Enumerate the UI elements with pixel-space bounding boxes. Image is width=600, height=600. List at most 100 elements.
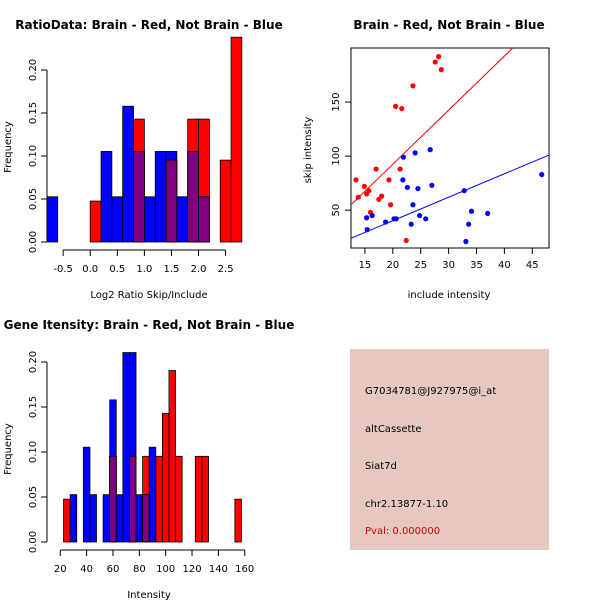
intensity-x-tick-label: 60 — [107, 564, 120, 575]
scatter-point-brain — [410, 83, 416, 89]
ratio-x-axis-label: Log2 Ratio Skip/Include — [90, 290, 207, 301]
intensity-histogram-panel: Gene Itensity: Brain - Red, Not Brain - … — [3, 318, 294, 600]
intensity-y-tick-label: 0.15 — [28, 396, 39, 418]
intensity-y-axis-label: Frequency — [3, 423, 14, 475]
scatter-x-tick-label: 20 — [386, 260, 399, 271]
intensity-y-tick-label: 0.00 — [28, 531, 39, 553]
intensity-y-tick-label: 0.10 — [28, 441, 39, 463]
scatter-point-not-brain — [364, 227, 370, 233]
intensity-blue-bar — [115, 494, 124, 543]
ratio-x-tick-label: 1.5 — [164, 264, 180, 275]
scatter-x-tick-label: 35 — [470, 260, 483, 271]
ratio-y-tick-label: 0.05 — [28, 188, 39, 210]
intensity-y-tick-label: 0.05 — [28, 486, 39, 508]
intensity-x-tick-label: 100 — [156, 564, 175, 575]
ratio-x-tick-label: 0.5 — [109, 264, 125, 275]
scatter-fit-line-brain — [351, 48, 514, 206]
scatter-point-not-brain — [468, 208, 475, 214]
ratio-red-bar — [230, 36, 243, 243]
scatter-point-brain — [373, 166, 379, 172]
scatter-point-not-brain — [400, 154, 407, 160]
intensity-blue-bar — [122, 352, 130, 543]
intensity-red-bar — [234, 498, 242, 543]
intensity-red-bar — [63, 498, 71, 543]
intensity-y-tick-label: 0.20 — [28, 351, 39, 373]
scatter-point-not-brain — [393, 216, 399, 222]
intensity-red-bar — [155, 455, 163, 543]
intensity-red-bar — [168, 370, 176, 543]
ratio-overlap-bar — [165, 159, 178, 243]
scatter-fit-line-not-brain — [351, 154, 549, 239]
ratio-blue-bar — [143, 196, 156, 243]
intensity-x-tick-label: 80 — [133, 564, 146, 575]
scatter-point-brain — [393, 103, 399, 109]
scatter-point-not-brain — [410, 202, 416, 208]
scatter-x-axis-label: include intensity — [408, 290, 491, 301]
ratio-overlap-bar — [187, 151, 199, 243]
scatter-point-not-brain — [408, 221, 414, 227]
scatter-point-not-brain — [539, 171, 545, 178]
intensity-bars — [63, 352, 242, 543]
scatter-point-not-brain — [427, 147, 433, 153]
scatter-point-brain — [435, 54, 442, 60]
scatter-point-brain — [355, 194, 361, 200]
intensity-blue-bar — [69, 494, 78, 543]
scatter-point-not-brain — [423, 216, 429, 222]
scatter-point-not-brain — [463, 238, 469, 245]
intensity-x-axis-label: Intensity — [127, 590, 171, 600]
probe-id-text: G7034781@J927975@i_at — [365, 386, 497, 397]
scatter-points — [353, 54, 545, 245]
scatter-point-not-brain — [364, 215, 370, 221]
ratio-blue-bar — [122, 105, 134, 243]
scatter-point-not-brain — [382, 219, 389, 225]
ratio-y-tick-label: 0.15 — [28, 102, 39, 124]
scatter-point-not-brain — [404, 184, 410, 191]
intensity-overlap-bar — [109, 455, 117, 543]
scatter-x-tick-label: 25 — [414, 260, 427, 271]
scatter-point-not-brain — [429, 182, 435, 188]
scatter-point-brain — [353, 177, 359, 183]
scatter-chart-title: Brain - Red, Not Brain - Blue — [353, 18, 544, 32]
gene-name-text: Siat7d — [365, 461, 397, 472]
intensity-x-tick-label: 140 — [209, 564, 228, 575]
intensity-overlap-bar — [129, 455, 137, 543]
scatter-x-tick-label: 15 — [359, 260, 372, 271]
ratio-axes: 0.00 0.05 0.10 0.15 0.20 -0.5 0.0 0.5 1.0 1.5 2.0 2… — [28, 59, 234, 275]
intensity-blue-bar — [82, 446, 91, 543]
scatter-point-brain — [397, 166, 403, 172]
scatter-point-not-brain — [412, 150, 418, 156]
scatter-axes: 15 20 25 30 35 40 45 50 100 150 — [331, 47, 550, 271]
scatter-point-brain — [386, 177, 392, 183]
intensity-blue-bar — [89, 494, 97, 543]
ratio-x-tick-label: 1.0 — [136, 264, 152, 275]
scatter-y-axis-label: skip intensity — [303, 117, 314, 184]
ratio-red-bar — [219, 159, 232, 243]
ratio-x-tick-label: -0.5 — [53, 264, 73, 275]
scatter-point-brain — [403, 237, 409, 244]
intensity-blue-bar — [102, 494, 111, 543]
intensity-red-bar — [175, 455, 183, 543]
scatter-point-brain — [379, 193, 385, 199]
ratio-blue-bar — [111, 196, 124, 243]
scatter-point-brain — [399, 105, 405, 112]
ratio-overlap-bar — [133, 151, 145, 243]
scatter-y-tick-label: 50 — [331, 204, 342, 217]
scatter-point-brain — [438, 67, 444, 73]
ratio-chart-title: RatioData: Brain - Red, Not Brain - Blue — [15, 18, 282, 32]
scatter-x-tick-label: 45 — [526, 260, 539, 271]
scatter-plot-frame — [350, 47, 550, 249]
intensity-x-tick-label: 20 — [54, 564, 67, 575]
scatter-point-not-brain — [485, 210, 491, 217]
intensity-chart-title: Gene Itensity: Brain - Red, Not Brain - … — [4, 318, 295, 332]
scatter-point-not-brain — [417, 212, 423, 219]
ratio-y-tick-label: 0.10 — [28, 145, 39, 167]
scatter-point-brain — [432, 59, 438, 65]
scatter-point-not-brain — [466, 221, 472, 227]
ratio-overlap-bar — [198, 196, 210, 243]
ratio-blue-bar — [100, 151, 113, 243]
scatter-y-tick-label: 150 — [331, 93, 342, 112]
scatter-point-not-brain — [369, 212, 375, 219]
ratio-blue-bar — [154, 151, 167, 243]
intensity-overlap-bar — [142, 494, 150, 543]
